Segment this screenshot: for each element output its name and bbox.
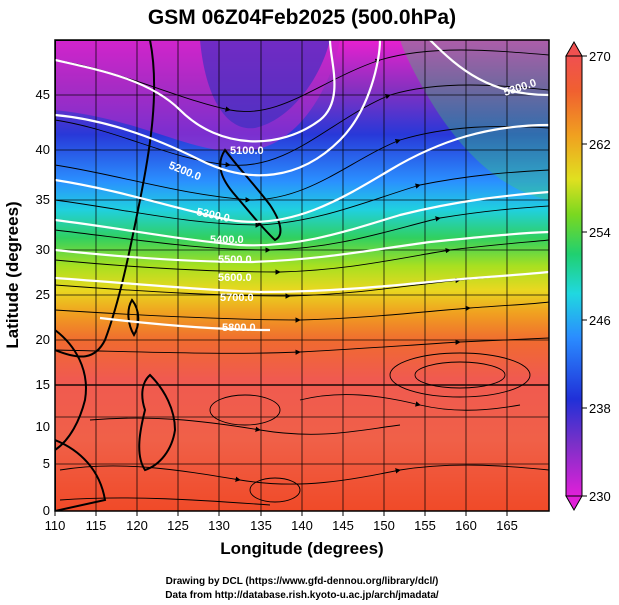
x-tick-label: 110 xyxy=(45,518,66,533)
colorbar-top-arrow xyxy=(565,40,583,57)
x-tick-label: 135 xyxy=(250,518,272,533)
y-tick-label: 35 xyxy=(36,192,50,207)
x-tick-label: 120 xyxy=(126,518,148,533)
contour-label-5700: 5700.0 xyxy=(220,292,254,304)
colorbar-label: 270 xyxy=(589,49,611,64)
x-tick-label: 150 xyxy=(373,518,395,533)
x-ticks xyxy=(54,511,508,516)
x-axis-label: Longitude (degrees) xyxy=(220,539,383,558)
y-tick-label: 40 xyxy=(36,142,50,157)
x-tick-label: 140 xyxy=(291,518,313,533)
x-tick-labels: 110 115 120 125 130 135 140 145 150 155 … xyxy=(45,518,518,533)
credit-line-2: Data from http://database.rish.kyoto-u.a… xyxy=(165,590,439,601)
contour-label-5800: 5800.0 xyxy=(222,322,256,334)
contour-label-5500: 5500.0 xyxy=(218,254,252,266)
x-tick-label: 155 xyxy=(414,518,436,533)
plot-area: 5100.0 5200.0 5300.0 5400.0 5500.0 5600.… xyxy=(55,40,549,511)
y-tick-labels: 0 5 10 15 20 25 30 35 40 45 xyxy=(36,87,50,518)
x-tick-label: 125 xyxy=(167,518,189,533)
colorbar-bottom-arrow xyxy=(565,495,583,512)
credit-line-1: Drawing by DCL (https://www.gfd-dennou.o… xyxy=(166,576,439,587)
eddies xyxy=(209,352,531,503)
y-tick-label: 30 xyxy=(36,242,50,257)
height-contours xyxy=(55,40,549,332)
y-tick-label: 25 xyxy=(36,287,50,302)
y-tick-label: 10 xyxy=(36,419,50,434)
warm-ridge xyxy=(400,40,549,200)
colorbar-label: 230 xyxy=(589,489,611,504)
colorbar-label: 238 xyxy=(589,401,611,416)
x-tick-label: 130 xyxy=(208,518,230,533)
y-tick-label: 15 xyxy=(36,377,50,392)
contour-label-5100: 5100.0 xyxy=(230,145,264,157)
contour-label-5600: 5600.0 xyxy=(218,272,252,284)
colorbar-scale xyxy=(565,55,583,497)
y-tick-label: 5 xyxy=(43,456,50,471)
land-indochina xyxy=(55,329,87,451)
y-axis-label: Latitude (degrees) xyxy=(3,201,22,348)
colorbar-label: 246 xyxy=(589,313,611,328)
y-tick-label: 0 xyxy=(43,503,50,518)
y-tick-label: 20 xyxy=(36,332,50,347)
colorbar: 270 262 254 246 238 230 xyxy=(565,40,611,512)
contour-label-5400: 5400.0 xyxy=(210,234,244,246)
colorbar-label: 254 xyxy=(589,225,611,240)
colorbar-label: 262 xyxy=(589,137,611,152)
land-philippines xyxy=(138,373,177,472)
x-tick-label: 160 xyxy=(455,518,477,533)
land-east-asia xyxy=(55,40,156,358)
x-tick-label: 145 xyxy=(332,518,354,533)
x-tick-label: 115 xyxy=(86,518,107,533)
chart-title: GSM 06Z04Feb2025 (500.0hPa) xyxy=(148,6,456,29)
x-tick-label: 165 xyxy=(496,518,518,533)
land-borneo xyxy=(55,438,107,511)
y-tick-label: 45 xyxy=(36,87,50,102)
streamlines xyxy=(55,49,549,506)
